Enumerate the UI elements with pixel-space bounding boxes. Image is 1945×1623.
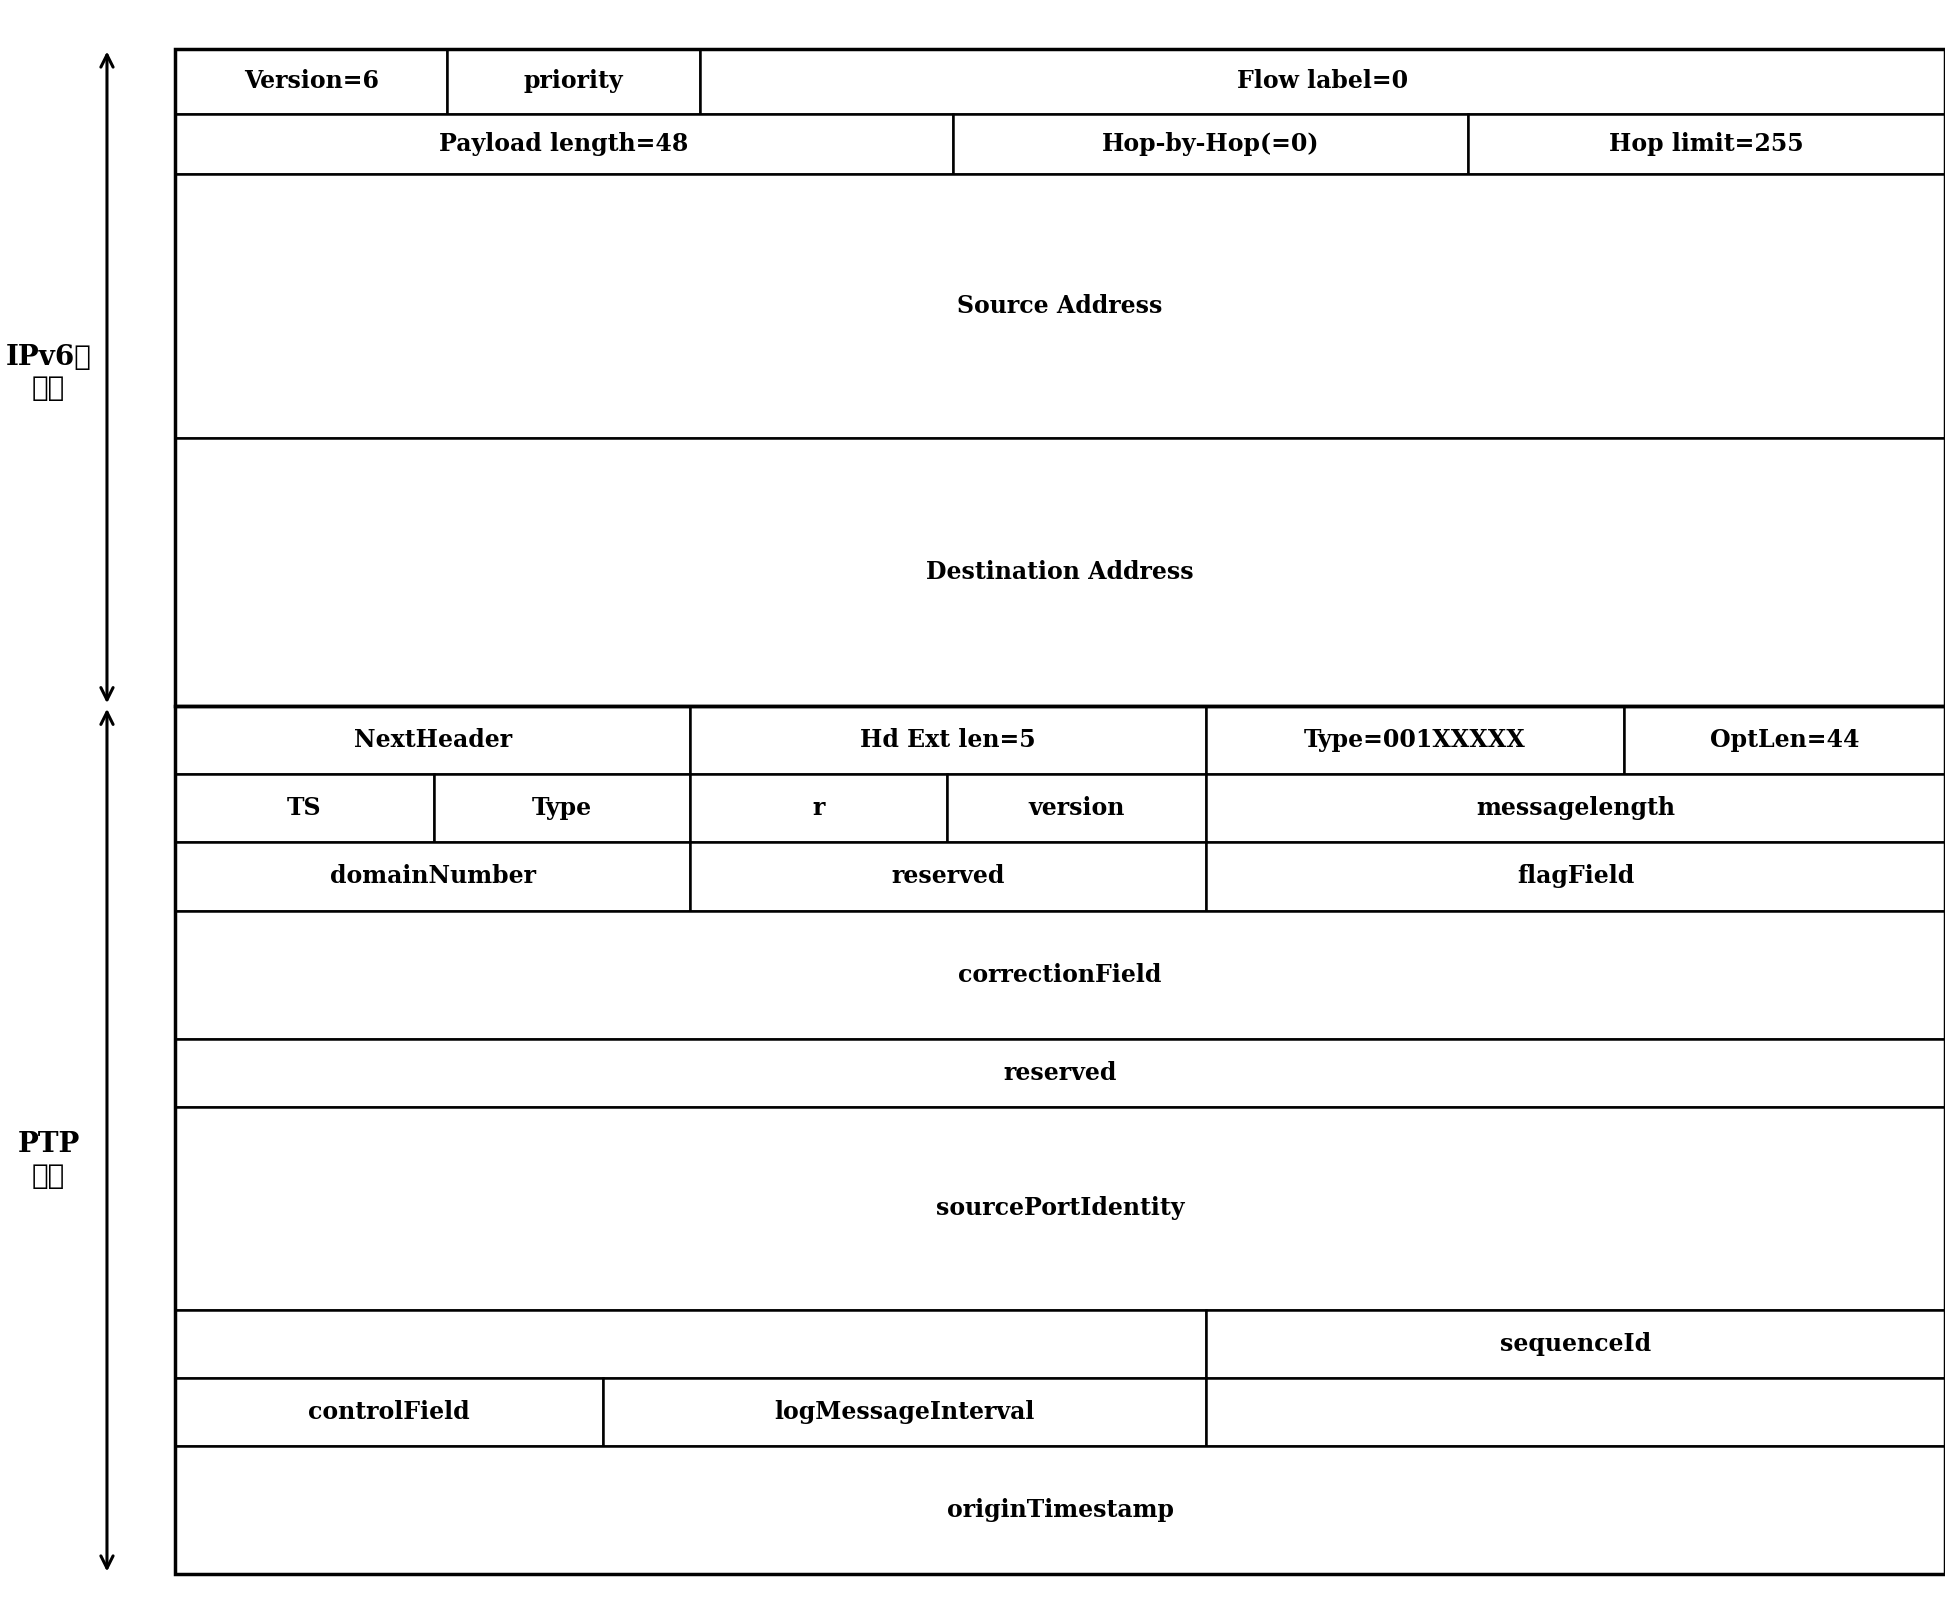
Text: messagelength: messagelength bbox=[1476, 797, 1675, 820]
Bar bbox=[175, 1310, 1206, 1378]
Bar bbox=[690, 706, 1206, 774]
Bar bbox=[175, 774, 434, 842]
Text: IPv6分
组头: IPv6分 组头 bbox=[6, 344, 91, 403]
Bar bbox=[175, 438, 1945, 706]
Text: domainNumber: domainNumber bbox=[331, 865, 535, 888]
Bar bbox=[175, 49, 447, 114]
Text: NextHeader: NextHeader bbox=[354, 729, 512, 751]
Text: controlField: controlField bbox=[307, 1401, 471, 1423]
Text: OptLen=44: OptLen=44 bbox=[1710, 729, 1859, 751]
Bar bbox=[434, 774, 690, 842]
Text: Hop limit=255: Hop limit=255 bbox=[1609, 131, 1805, 156]
Bar bbox=[175, 1107, 1945, 1310]
Text: Type: Type bbox=[533, 797, 591, 820]
Bar bbox=[175, 706, 1945, 1574]
Text: Source Address: Source Address bbox=[957, 294, 1163, 318]
Text: Hd Ext len=5: Hd Ext len=5 bbox=[860, 729, 1037, 751]
Text: version: version bbox=[1029, 797, 1124, 820]
Text: r: r bbox=[813, 797, 825, 820]
Text: sourcePortIdentity: sourcePortIdentity bbox=[936, 1196, 1185, 1220]
Bar bbox=[175, 114, 953, 174]
Bar bbox=[1206, 1378, 1945, 1446]
Text: reserved: reserved bbox=[891, 865, 1006, 888]
Text: flagField: flagField bbox=[1517, 865, 1634, 888]
Bar bbox=[1206, 706, 1624, 774]
Bar bbox=[175, 1446, 1945, 1574]
Bar bbox=[1206, 842, 1945, 911]
Text: TS: TS bbox=[288, 797, 321, 820]
Text: reserved: reserved bbox=[1004, 1061, 1116, 1084]
Bar bbox=[175, 1378, 603, 1446]
Bar bbox=[603, 1378, 1206, 1446]
Bar bbox=[1624, 706, 1945, 774]
Text: originTimestamp: originTimestamp bbox=[947, 1498, 1173, 1522]
Text: Destination Address: Destination Address bbox=[926, 560, 1194, 584]
Bar bbox=[690, 842, 1206, 911]
Bar bbox=[690, 774, 947, 842]
Text: priority: priority bbox=[523, 70, 624, 93]
Bar bbox=[447, 49, 700, 114]
Text: sequenceId: sequenceId bbox=[1500, 1332, 1651, 1355]
Text: correctionField: correctionField bbox=[959, 962, 1161, 987]
Bar bbox=[175, 842, 690, 911]
Text: Version=6: Version=6 bbox=[243, 70, 379, 93]
Bar bbox=[175, 911, 1945, 1039]
Bar bbox=[947, 774, 1206, 842]
Text: logMessageInterval: logMessageInterval bbox=[774, 1401, 1035, 1423]
Text: Hop-by-Hop(=0): Hop-by-Hop(=0) bbox=[1103, 131, 1319, 156]
Text: PTP
报文: PTP 报文 bbox=[18, 1131, 80, 1190]
Text: Flow label=0: Flow label=0 bbox=[1237, 70, 1408, 93]
Text: Payload length=48: Payload length=48 bbox=[440, 131, 689, 156]
Bar bbox=[700, 49, 1945, 114]
Bar bbox=[1206, 1310, 1945, 1378]
Text: Type=001XXXXX: Type=001XXXXX bbox=[1303, 729, 1527, 751]
Bar bbox=[1468, 114, 1945, 174]
Bar bbox=[175, 1039, 1945, 1107]
Bar bbox=[1206, 774, 1945, 842]
Bar bbox=[175, 174, 1945, 438]
Bar bbox=[175, 706, 690, 774]
Bar bbox=[953, 114, 1468, 174]
Bar bbox=[175, 49, 1945, 706]
